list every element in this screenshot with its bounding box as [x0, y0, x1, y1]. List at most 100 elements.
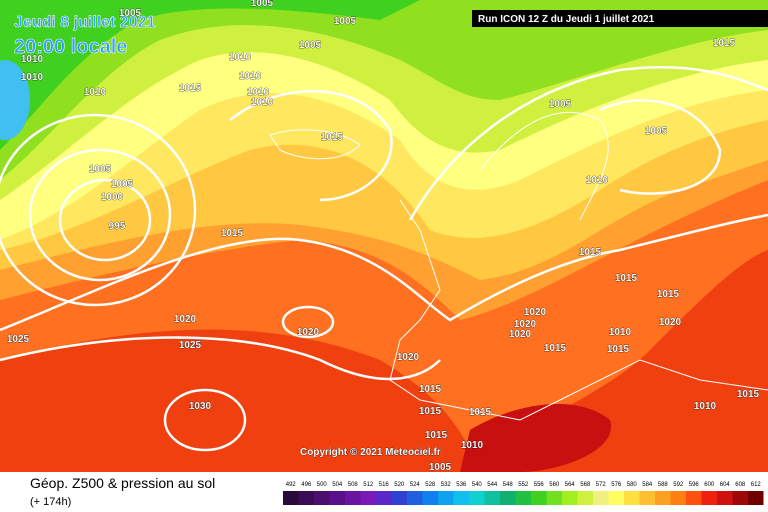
time-label: 20:00 locale	[14, 36, 127, 58]
colorbar-swatch	[360, 491, 376, 505]
isobar-label: 1015	[607, 344, 630, 355]
colorbar-swatch	[562, 491, 578, 505]
colorbar-label: 588	[658, 482, 669, 488]
colorbar-label: 580	[627, 482, 638, 488]
colorbar-label: 496	[301, 482, 312, 488]
colorbar-swatch	[453, 491, 469, 505]
colorbar-swatch	[686, 491, 702, 505]
isobar-label: 1020	[397, 352, 420, 363]
colorbar-swatch	[577, 491, 593, 505]
colorbar-label: 528	[425, 482, 436, 488]
colorbar-label: 556	[534, 482, 545, 488]
isobars	[0, 66, 768, 452]
footer-title: Géop. Z500 & pression au sol	[30, 475, 215, 491]
colorbar-label: 612	[751, 482, 762, 488]
isobar-label: 1005	[251, 0, 274, 9]
isobar-label: 1010	[229, 52, 252, 63]
colorbar-swatch	[732, 491, 748, 505]
isobar-label: 1010	[239, 71, 262, 82]
isobar-label: 1005	[119, 8, 142, 19]
colorbar-label: 608	[735, 482, 746, 488]
colorbar-label: 564	[565, 482, 576, 488]
field	[460, 403, 612, 472]
colorbar-label: 504	[332, 482, 343, 488]
colorbar-label: 576	[611, 482, 622, 488]
isobar-label: 1020	[509, 329, 532, 340]
colorbar-swatch	[515, 491, 531, 505]
isobar-label: 1015	[419, 384, 442, 395]
isobar-label: 1015	[221, 228, 244, 239]
isobar-label: 1010	[21, 54, 44, 65]
isobar-label: 1005	[549, 99, 572, 110]
colorbar-swatch	[329, 491, 345, 505]
isobar-label: 1005	[334, 16, 357, 27]
colorbar-swatch	[376, 491, 392, 505]
field	[0, 0, 768, 180]
isobar-label: 1020	[514, 319, 537, 330]
isobar-label: 1010	[21, 72, 44, 83]
colorbar-label: 572	[596, 482, 607, 488]
colorbar-swatch	[407, 491, 423, 505]
colorbar-swatch	[701, 491, 717, 505]
colorbar-swatch	[593, 491, 609, 505]
isobar-label: 1005	[111, 179, 134, 190]
isobar-label: 1015	[419, 406, 442, 417]
colorbar-label: 536	[456, 482, 467, 488]
coastlines	[269, 111, 768, 421]
colorbar-label: 516	[379, 482, 390, 488]
isobar-label: 1015	[321, 132, 344, 143]
copyright: Copyright © 2021 Meteociel.fr	[300, 447, 441, 458]
colorbar-swatch	[608, 491, 624, 505]
colorbar-swatch	[639, 491, 655, 505]
isobar-label: 1000	[101, 192, 124, 203]
colorbar-label: 548	[503, 482, 514, 488]
colorbar-label: 512	[363, 482, 374, 488]
isobar-label: 1015	[179, 83, 202, 94]
field	[0, 329, 480, 472]
colorbar-label: 596	[689, 482, 700, 488]
colorbar-swatch	[717, 491, 733, 505]
colorbar-swatch	[546, 491, 562, 505]
isobar-label: 1020	[659, 317, 682, 328]
colorbar-label: 532	[441, 482, 452, 488]
isobar-label: 995	[109, 221, 126, 232]
colorbar-label: 604	[720, 482, 731, 488]
date-label: Jeudi 8 juillet 2021	[14, 14, 156, 31]
colorbar-swatch	[484, 491, 500, 505]
colorbar-swatch	[314, 491, 330, 505]
isobar-label: 1020	[174, 314, 197, 325]
colorbar-label: 492	[286, 482, 297, 488]
isobar-label: 1005	[645, 126, 668, 137]
isobar-label: 1015	[713, 38, 736, 49]
isobar-label: 1005	[429, 462, 452, 473]
run-label: Run ICON 12 Z du Jeudi 1 juillet 2021	[478, 14, 655, 25]
colorbar-swatch	[469, 491, 485, 505]
isobar-label: 1010	[247, 87, 270, 98]
isobar-label: 1010	[694, 401, 717, 412]
isobar-label: 1010	[609, 327, 632, 338]
colorbar-label: 524	[410, 482, 421, 488]
colorbar-label: 584	[642, 482, 653, 488]
isobar-label: 1020	[297, 327, 320, 338]
colorbar-label: 520	[394, 482, 405, 488]
isobar-label: 1015	[657, 289, 680, 300]
isobar-label: 1010	[461, 440, 484, 451]
colorbar-swatch	[748, 491, 764, 505]
colorbar-swatch	[624, 491, 640, 505]
isobar-label: 1015	[579, 247, 602, 258]
colorbar-label: 560	[549, 482, 560, 488]
isobar-label: 1015	[615, 273, 638, 284]
colorbar-swatch	[670, 491, 686, 505]
field	[0, 60, 30, 140]
colorbar-label: 600	[704, 482, 715, 488]
isobar-label: 1010	[84, 87, 107, 98]
colorbar-label: 544	[487, 482, 498, 488]
colorbar-swatch	[391, 491, 407, 505]
colorbar-swatch	[345, 491, 361, 505]
isobar-label: 1005	[299, 40, 322, 51]
colorbar-label: 552	[518, 482, 529, 488]
isobar-label: 1015	[737, 389, 760, 400]
field	[0, 0, 420, 150]
